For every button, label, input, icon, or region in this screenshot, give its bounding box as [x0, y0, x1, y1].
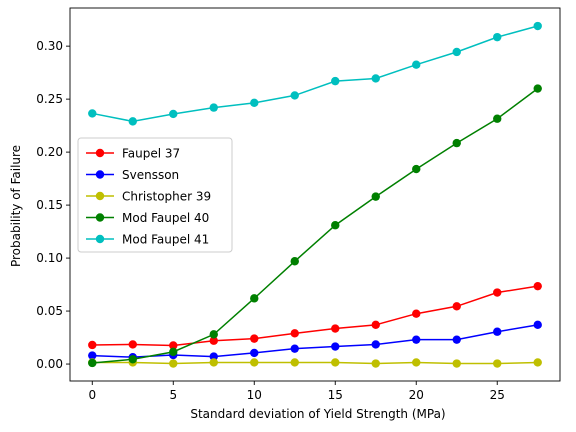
data-point-4-7 [371, 74, 380, 83]
data-point-2-11 [533, 358, 542, 367]
y-tick-label: 0.00 [36, 357, 63, 371]
data-point-0-11 [533, 281, 542, 291]
legend-marker-0 [95, 148, 105, 158]
legend-label-2: Christopher 39 [122, 190, 211, 204]
data-point-1-9 [452, 335, 461, 344]
y-tick-label: 0.20 [36, 145, 63, 159]
legend-marker-3 [95, 213, 105, 222]
data-point-4-1 [128, 117, 137, 126]
x-axis-label: Standard deviation of Yield Strength (MP… [190, 407, 445, 421]
y-tick-label: 0.05 [36, 304, 63, 318]
data-point-3-0 [88, 358, 97, 368]
data-point-3-5 [290, 257, 299, 266]
data-point-0-5 [290, 329, 299, 338]
data-point-4-3 [209, 103, 218, 112]
data-point-1-6 [331, 342, 340, 351]
series-line-0 [92, 285, 538, 347]
x-tick-label: 0 [88, 388, 96, 402]
data-point-1-0 [88, 351, 97, 360]
x-tick-label: 10 [247, 388, 262, 402]
y-tick-label: 0.30 [36, 39, 63, 53]
data-point-3-7 [371, 192, 380, 201]
data-point-3-3 [209, 330, 218, 339]
legend-marker-4 [95, 234, 105, 244]
data-point-2-2 [169, 359, 178, 368]
x-tick-label: 5 [169, 388, 177, 402]
data-point-0-10 [493, 288, 502, 297]
data-point-4-2 [169, 109, 178, 119]
y-tick-label: 0.25 [36, 92, 63, 106]
data-point-4-0 [88, 109, 97, 118]
data-point-4-4 [250, 98, 259, 108]
data-point-2-7 [371, 359, 380, 368]
data-point-0-1 [128, 340, 137, 349]
legend-label-3: Mod Faupel 40 [122, 211, 209, 225]
data-point-2-6 [331, 358, 340, 367]
data-point-3-2 [169, 347, 178, 357]
x-tick-label: 25 [490, 388, 505, 402]
data-point-2-8 [412, 358, 421, 367]
data-point-1-3 [209, 352, 218, 361]
data-point-0-2 [169, 341, 178, 350]
data-point-4-9 [452, 47, 461, 57]
legend-label-1: Svensson [122, 168, 179, 182]
data-point-3-6 [331, 221, 340, 230]
legend-label-0: Faupel 37 [122, 147, 180, 161]
data-point-0-9 [452, 302, 461, 311]
data-point-1-4 [250, 348, 259, 358]
data-point-4-5 [290, 91, 299, 100]
legend-marker-2 [95, 191, 105, 201]
data-point-1-10 [493, 327, 502, 336]
data-point-2-10 [493, 359, 502, 368]
series-line-2 [92, 361, 538, 365]
legend-marker-1 [95, 170, 105, 179]
y-tick-label: 0.15 [36, 198, 63, 212]
plot-area [88, 21, 542, 368]
data-point-3-11 [533, 84, 542, 93]
data-point-3-10 [493, 114, 502, 123]
data-point-1-5 [290, 344, 299, 353]
series-line-4 [92, 25, 538, 123]
data-point-4-11 [533, 21, 542, 31]
data-point-0-8 [412, 309, 421, 318]
legend-box [77, 137, 233, 253]
data-point-0-0 [88, 340, 97, 350]
y-axis-label: Probability of Failure [9, 145, 23, 267]
x-tick-label: 15 [328, 388, 343, 402]
legend: Faupel 37 Svensson Christopher 39 Mod Faupe… [77, 137, 233, 253]
data-point-4-8 [412, 60, 421, 69]
data-point-3-1 [128, 355, 137, 364]
data-point-4-10 [493, 32, 502, 42]
series-line-3 [92, 87, 539, 364]
data-point-2-5 [290, 358, 299, 367]
data-point-1-11 [533, 320, 542, 330]
data-point-3-4 [250, 294, 259, 303]
x-tick-label: 20 [409, 388, 424, 402]
legend-label-4: Mod Faupel 41 [122, 233, 209, 247]
data-point-0-6 [331, 324, 340, 333]
data-point-0-4 [250, 334, 259, 343]
data-point-1-7 [371, 340, 380, 349]
data-point-4-6 [331, 76, 340, 86]
data-point-2-9 [452, 359, 461, 368]
series-line-1 [92, 324, 538, 358]
data-point-2-3 [209, 358, 218, 367]
data-point-3-8 [412, 164, 421, 174]
axes: 0 5 10 15 20 25 0.00 0.05 0.10 0.15 0.20 0.25 0.30 [36, 7, 561, 402]
data-point-0-7 [371, 320, 380, 330]
data-point-0-3 [209, 336, 218, 345]
data-point-3-9 [452, 138, 461, 148]
y-tick-label: 0.10 [36, 251, 63, 265]
data-point-2-4 [250, 358, 259, 367]
data-point-1-8 [412, 335, 421, 344]
plot-frame [69, 7, 561, 382]
